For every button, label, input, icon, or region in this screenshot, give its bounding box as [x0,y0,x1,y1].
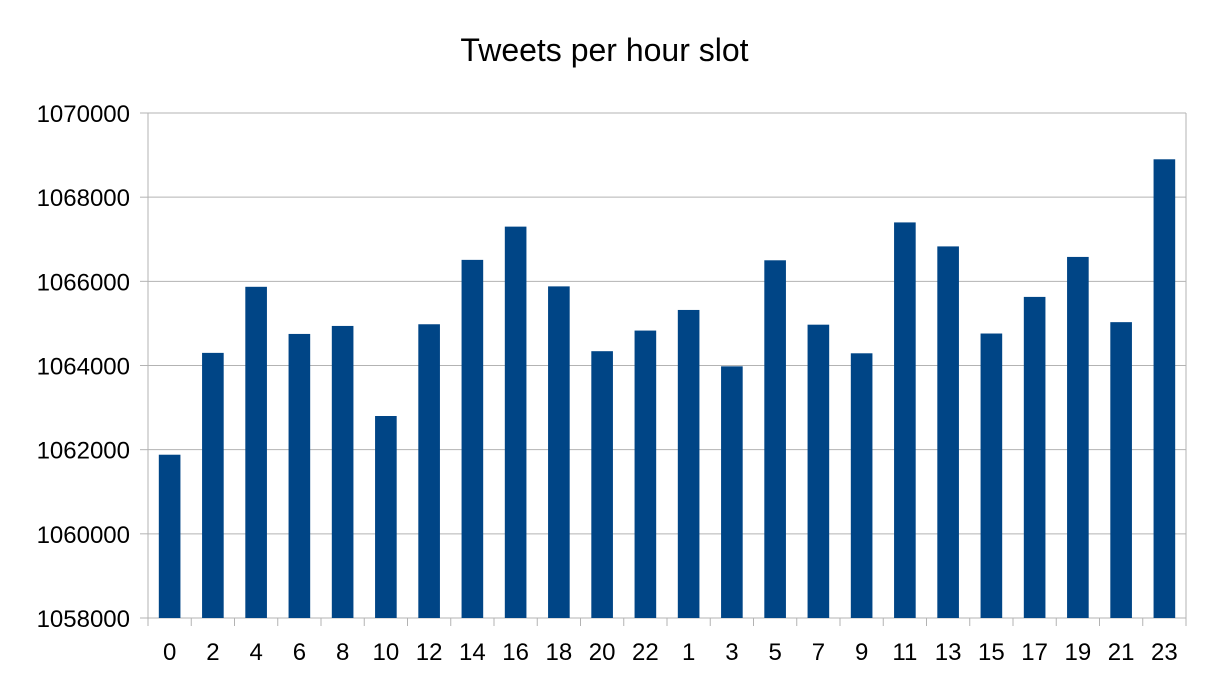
y-tick-label: 1064000 [37,354,130,381]
bar [721,366,743,618]
bar [850,353,873,618]
y-tick-label: 1068000 [37,185,130,212]
x-tick-label: 23 [1151,639,1178,666]
x-tick-label: 12 [416,639,443,666]
x-tick-label: 8 [336,639,349,666]
y-tick-label: 1066000 [37,269,130,296]
bar [1110,322,1132,618]
x-tick-label: 0 [163,639,176,666]
bar [331,325,354,618]
x-tick-label: 2 [206,639,219,666]
x-tick-label: 1 [682,639,695,666]
x-tick-label: 5 [768,639,781,666]
x-tick-label: 20 [589,639,616,666]
bar [375,416,397,618]
x-tick-label: 7 [812,639,825,666]
y-tick-label: 1060000 [37,522,130,549]
y-tick-label: 1058000 [37,606,130,633]
x-tick-label: 3 [725,639,738,666]
x-tick-label: 17 [1021,639,1048,666]
y-tick-label: 1070000 [37,101,130,128]
bar [894,222,916,618]
bar [764,260,786,618]
x-tick-label: 13 [935,639,962,666]
x-tick-label: 21 [1108,639,1135,666]
x-tick-label: 6 [293,639,306,666]
chart-title: Tweets per hour slot [460,32,749,68]
bar [634,330,657,618]
bar [1023,296,1046,618]
bar [591,351,613,618]
bar [418,324,440,618]
bar [677,309,700,618]
x-tick-label: 15 [978,639,1005,666]
bar [202,352,224,618]
x-tick-label: 10 [373,639,400,666]
bar [288,333,311,618]
x-tick-label: 14 [459,639,486,666]
bar [245,286,267,618]
x-tick-label: 4 [249,639,262,666]
x-tick-label: 16 [502,639,529,666]
x-tick-label: 19 [1065,639,1092,666]
x-tick-label: 18 [546,639,573,666]
x-tick-label: 9 [855,639,868,666]
bar [1067,256,1089,618]
x-tick-label: 11 [892,639,917,666]
bar [807,324,830,618]
bar [980,333,1003,618]
y-tick-label: 1062000 [37,438,130,465]
bar [158,454,181,618]
bar [461,259,484,618]
bar [548,286,570,618]
x-tick-label: 22 [632,639,659,666]
bar [937,246,959,618]
bar [504,226,527,618]
bar [1153,159,1176,618]
